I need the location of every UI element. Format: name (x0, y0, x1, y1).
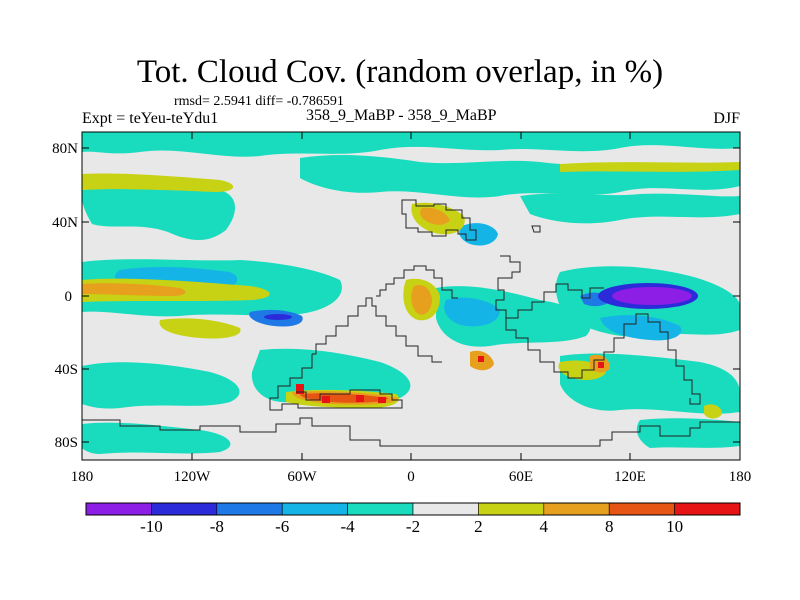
coastline-australia (613, 313, 701, 405)
longitude-ticks (81, 132, 741, 460)
field-red-patch-6 (598, 362, 604, 368)
field-red-patch-1 (296, 384, 304, 394)
lat-label-80s: 80S (55, 435, 78, 451)
field-yellow-south-pacific (159, 318, 241, 339)
field-cyan-atlantic (444, 297, 500, 327)
colorbar-label: 8 (605, 517, 614, 536)
colorbar-label: 10 (666, 517, 683, 536)
longitude-labels: 180 120W 60W 0 60E 120E 180 (71, 469, 752, 485)
lon-label-180e: 180 (729, 469, 752, 485)
colorbar-label: -6 (275, 517, 289, 536)
colorbar: -10 -8 -6 -4 -2 2 4 8 10 (85, 502, 741, 536)
field-red-patch-5 (478, 356, 484, 362)
field-orange-europe (420, 207, 450, 225)
colorbar-label: -8 (210, 517, 224, 536)
coastline-south-america-south (269, 354, 403, 411)
lon-label-180w: 180 (71, 469, 94, 485)
coastline-na-border (531, 225, 541, 233)
stats-label: rmsd= 2.5941 diff= -0.786591 (174, 94, 344, 109)
field-cyan-indian (600, 315, 682, 341)
field-red-patch-2 (322, 396, 330, 403)
colorbar-frame (85, 502, 741, 516)
field-yellow-arctic (560, 162, 740, 172)
colorbar-swatch (347, 502, 414, 516)
coastline-asia (495, 255, 604, 319)
lat-label-40s: 40S (55, 362, 78, 378)
season-label: DJF (713, 110, 740, 127)
colorbar-swatches (85, 502, 741, 516)
latitude-ticks (82, 147, 740, 443)
cloud-cover-field (82, 132, 740, 454)
field-teal-asia-band (520, 193, 740, 224)
field-darkblue-pacific (264, 314, 292, 320)
lon-label-0: 0 (407, 469, 415, 485)
field-teal-south-atlantic (251, 348, 411, 403)
coastline-indian-ocean (505, 318, 614, 379)
colorbar-swatch (85, 502, 152, 516)
latitude-labels: 80N 40N 0 40S 80S (52, 141, 78, 451)
coastline-africa-west (376, 265, 458, 299)
field-teal-antarctic-west (82, 422, 231, 454)
lon-label-60e: 60E (509, 469, 533, 485)
lat-label-0: 0 (65, 289, 73, 305)
coastline-europe (401, 199, 477, 241)
field-teal-arctic (82, 132, 740, 157)
colorbar-swatch (543, 502, 610, 516)
field-orange-pacific (82, 283, 186, 296)
lon-label-120w: 120W (174, 469, 212, 485)
case-label: 358_9_MaBP - 358_9_MaBP (306, 107, 497, 124)
colorbar-label: 4 (540, 517, 549, 536)
lat-label-80n: 80N (52, 141, 78, 157)
field-orange-africa (411, 284, 432, 315)
coastline-south-america-east (312, 297, 442, 363)
coastline-antarctica (82, 417, 740, 447)
colorbar-label: -4 (341, 517, 356, 536)
field-red-patch-4 (378, 397, 386, 403)
colorbar-swatch (216, 502, 283, 516)
field-teal-south-pacific (82, 362, 240, 409)
field-teal-antarctic-east (636, 418, 740, 448)
experiment-label: Expt = teYeu-teYdu1 (82, 110, 219, 127)
colorbar-swatch (281, 502, 348, 516)
field-yellow-north-pacific (82, 173, 234, 192)
lon-label-60w: 60W (287, 469, 317, 485)
colorbar-swatch (674, 502, 741, 516)
colorbar-swatch (412, 502, 479, 516)
colorbar-label: 2 (474, 517, 483, 536)
colorbar-swatch (151, 502, 218, 516)
field-red-patch-3 (356, 395, 364, 402)
lat-label-40n: 40N (52, 215, 78, 231)
field-yellow-patch-east (704, 404, 722, 419)
field-purple-maritime (612, 287, 692, 305)
field-teal-north-pacific (82, 188, 236, 241)
colorbar-label: -2 (406, 517, 420, 536)
colorbar-label: -10 (140, 517, 163, 536)
map-panel: 80N 40N 0 40S 80S 180 120W 60W 0 60E 120… (52, 131, 752, 485)
lon-label-120e: 120E (614, 469, 646, 485)
colorbar-swatch (478, 502, 545, 516)
colorbar-labels: -10 -8 -6 -4 -2 2 4 8 10 (140, 517, 683, 536)
plot-title: Tot. Cloud Cov. (random overlap, in %) (136, 54, 664, 90)
colorbar-swatch (608, 502, 675, 516)
coastlines (82, 199, 740, 447)
